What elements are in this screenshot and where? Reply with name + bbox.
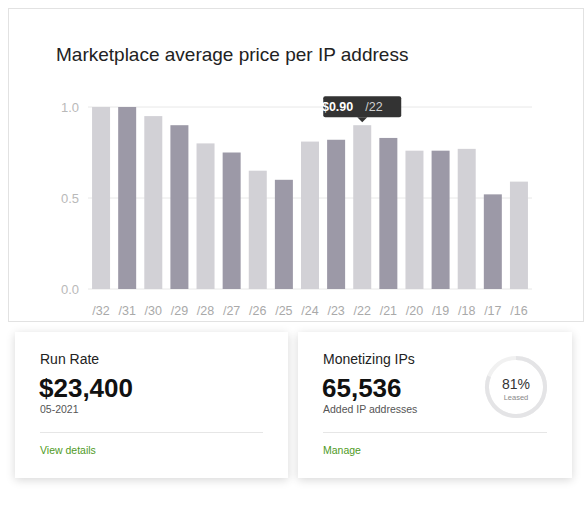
grid-line: [88, 107, 532, 108]
x-tick-label: /16: [510, 304, 527, 318]
y-tick-label: 1.0: [61, 100, 79, 115]
x-tick-label: /30: [145, 304, 162, 318]
x-tick-label: /28: [197, 304, 214, 318]
gauge-track: [487, 358, 545, 416]
gauge-label: 81%: [502, 376, 530, 392]
bars: [92, 107, 528, 289]
bar: [144, 116, 162, 289]
bar: [353, 125, 371, 289]
bar: [249, 171, 267, 289]
stat-card: Monetizing IPs 65,536Added IP addresses Ma…: [298, 332, 572, 478]
bar: [170, 125, 188, 289]
x-tick-label: /26: [249, 304, 266, 318]
tooltip-value: $0.90: [322, 100, 353, 114]
card-value: 65,536: [322, 373, 402, 404]
x-tick-label: /20: [406, 304, 423, 318]
separator: [323, 432, 547, 433]
bar: [223, 153, 241, 290]
x-tick-label: /31: [118, 304, 135, 318]
tooltip-arrow: [357, 117, 367, 122]
bar: [118, 107, 136, 289]
separator: [40, 432, 263, 433]
x-tick-label: /25: [275, 304, 292, 318]
gauge-arc: [487, 358, 545, 416]
card-title: Run Rate: [40, 351, 99, 367]
bar: [432, 151, 450, 289]
x-tick-label: /29: [171, 304, 188, 318]
bar: [301, 142, 319, 289]
chart-card: Marketplace average price per IP address…: [8, 8, 584, 322]
bar: [92, 107, 110, 289]
x-tick-label: /17: [484, 304, 501, 318]
card-link[interactable]: Manage: [323, 444, 361, 456]
tooltip: $0.90/22: [322, 96, 401, 122]
card-subtitle: Added IP addresses: [323, 403, 417, 415]
bar: [484, 194, 502, 289]
x-tick-label: /21: [380, 304, 397, 318]
card-title: Monetizing IPs: [323, 351, 415, 367]
card-value: $23,400: [39, 373, 133, 404]
bar: [379, 138, 397, 289]
y-tick-label: 0.5: [61, 191, 79, 206]
card-subtitle: 05-2021: [40, 403, 79, 415]
gauge-caption: Leased: [504, 393, 529, 402]
bar: [458, 149, 476, 289]
x-tick-label: /32: [92, 304, 109, 318]
x-tick-label: /19: [432, 304, 449, 318]
x-tick-label: /22: [354, 304, 371, 318]
x-tick-label: /24: [301, 304, 318, 318]
bar: [510, 182, 528, 289]
bar: [327, 140, 345, 289]
bar: [197, 143, 215, 289]
x-tick-label: /27: [223, 304, 240, 318]
x-tick-label: /23: [327, 304, 344, 318]
x-tick-label: /18: [458, 304, 475, 318]
chart-title: Marketplace average price per IP address: [56, 44, 408, 65]
bar: [275, 180, 293, 289]
stat-card: Run Rate $23,40005-2021 View details: [15, 332, 288, 478]
card-link[interactable]: View details: [40, 444, 96, 456]
gauge: 81%Leased: [298, 332, 572, 432]
tooltip-category: /22: [365, 100, 382, 114]
y-tick-label: 0.0: [61, 282, 79, 297]
chart-svg: Marketplace average price per IP address…: [9, 9, 585, 323]
bar: [405, 151, 423, 289]
